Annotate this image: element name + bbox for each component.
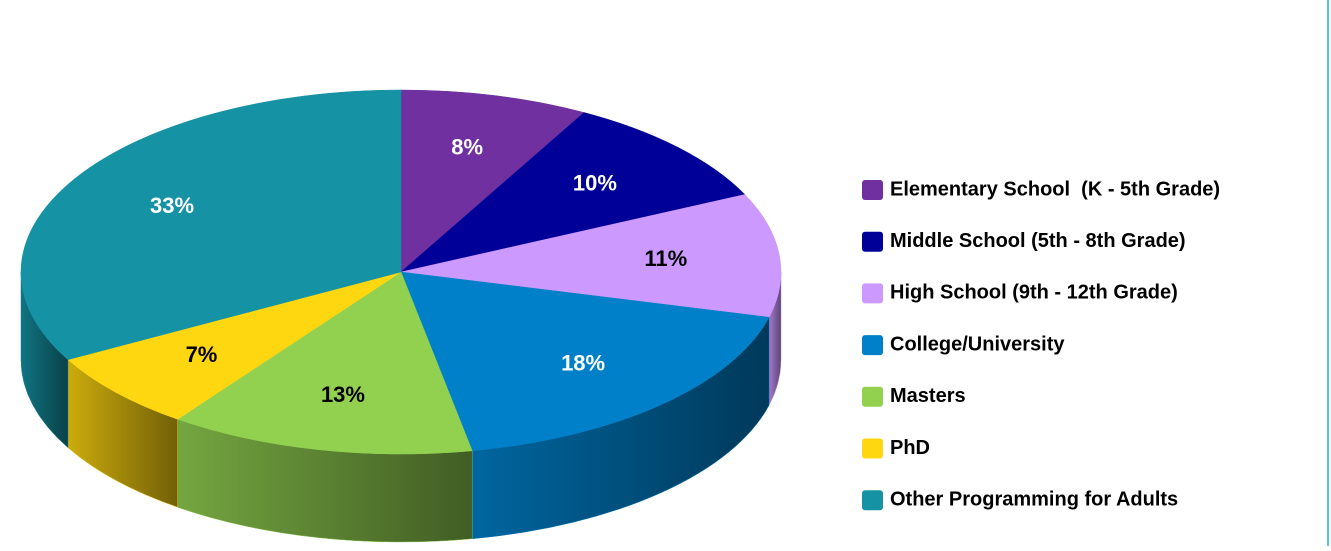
data-label: 33%: [150, 193, 194, 218]
legend-swatch: [862, 180, 883, 200]
legend-swatch: [862, 283, 883, 304]
legend-label: Other Programming for Adults: [890, 488, 1178, 510]
legend-label: PhD: [890, 437, 930, 459]
pie-slice: [400, 194, 782, 318]
legend-swatch: [862, 231, 883, 252]
legend-label: Masters: [890, 385, 966, 407]
legend-swatch: [862, 490, 883, 511]
legend-swatch: [862, 335, 883, 356]
pie-slice: [400, 112, 746, 273]
pie-slice: [400, 89, 585, 273]
pie-slice: [20, 89, 402, 360]
pie-slice: [67, 271, 402, 420]
data-label: 18%: [561, 351, 605, 376]
data-label: 8%: [451, 134, 483, 159]
legend-swatch: [862, 438, 883, 459]
data-label: 13%: [321, 382, 365, 407]
legend-label: College/University: [890, 333, 1065, 355]
legend-swatch: [862, 386, 883, 407]
pie-slice: [177, 271, 473, 455]
data-label: 11%: [644, 246, 687, 271]
legend-label: High School (9th - 12th Grade): [890, 282, 1178, 304]
data-label: 10%: [573, 171, 617, 196]
legend-label: Middle School (5th - 8th Grade): [890, 230, 1186, 252]
pie-slice: [400, 271, 770, 452]
data-label: 7%: [186, 342, 218, 367]
legend-label: Elementary School (K - 5th Grade): [890, 178, 1220, 200]
